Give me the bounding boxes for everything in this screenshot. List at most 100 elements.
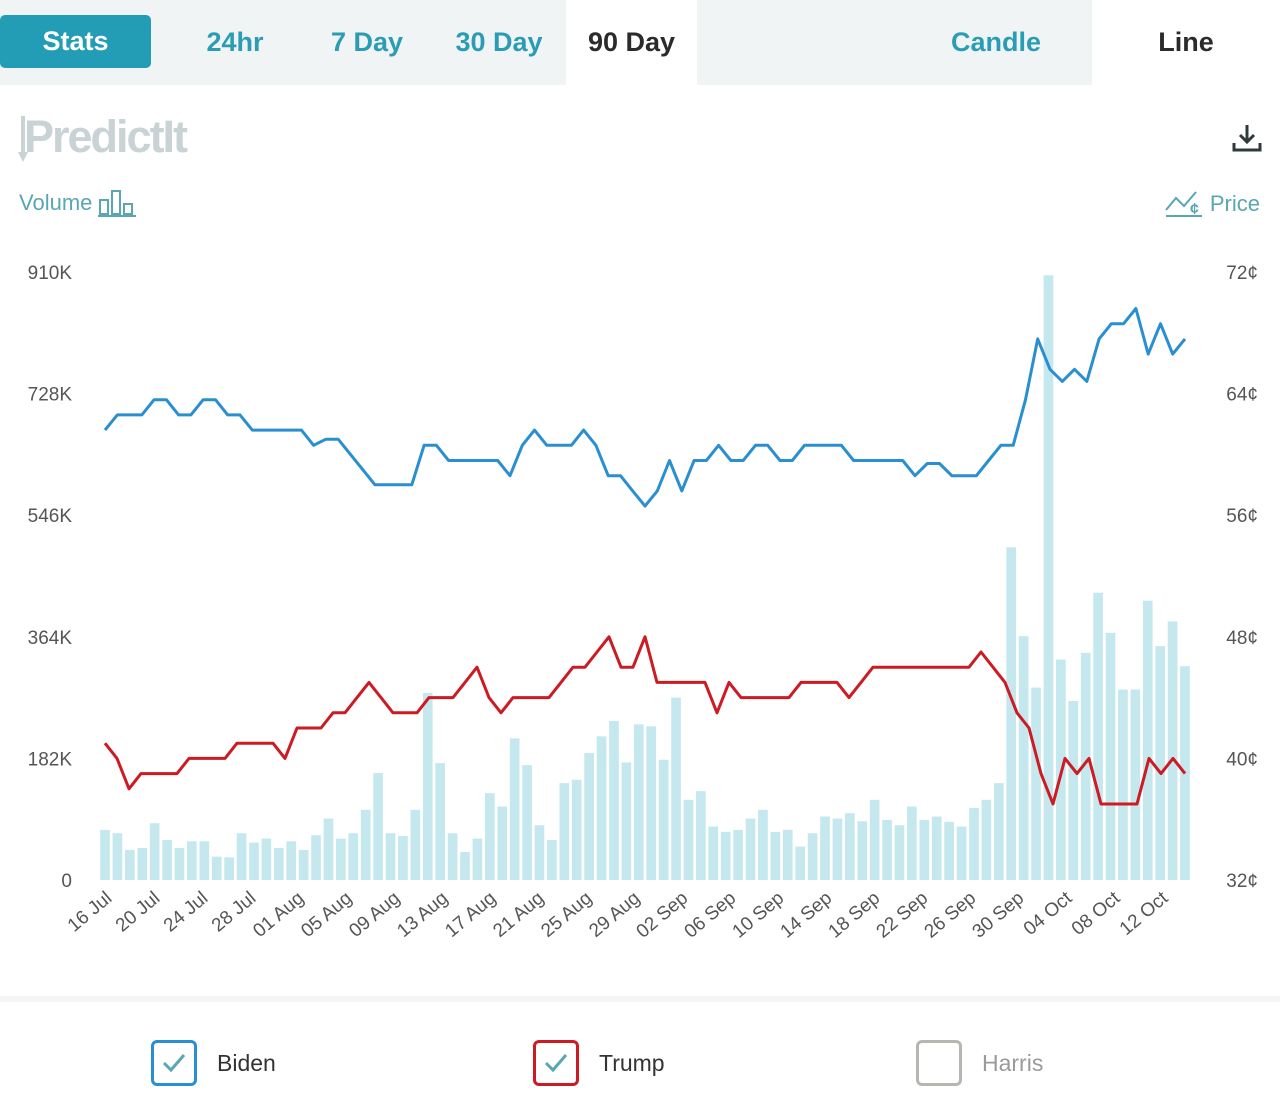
volume-bar	[844, 813, 855, 880]
legend-label-biden: Biden	[217, 1049, 276, 1076]
volume-bar	[1155, 646, 1166, 880]
harris-checkbox[interactable]	[916, 1040, 962, 1086]
volume-bar	[696, 791, 706, 880]
download-icon[interactable]	[1230, 122, 1264, 154]
volume-bar	[187, 841, 197, 880]
volume-bar	[534, 825, 545, 880]
volume-bar	[882, 819, 892, 880]
right-tick-label: 64¢	[1226, 385, 1258, 406]
x-tick-label: 13 Aug	[393, 888, 452, 942]
svg-text:¢: ¢	[1190, 201, 1199, 218]
tab-24hr[interactable]: 24hr	[206, 27, 264, 57]
right-axis-ticks: 32¢ 40¢ 48¢ 56¢ 64¢ 72¢	[1226, 263, 1258, 892]
tab-candle[interactable]: Candle	[950, 27, 1042, 57]
volume-bar	[683, 799, 694, 880]
volume-bar	[447, 833, 458, 880]
volume-bar	[1068, 700, 1079, 880]
left-tick-label: 182K	[28, 749, 73, 770]
tab-line[interactable]: Line	[1092, 0, 1280, 85]
x-tick-label: 22 Sep	[873, 888, 933, 943]
volume-bar	[1031, 687, 1041, 880]
volume-bar	[311, 835, 321, 880]
volume-bar	[907, 806, 917, 880]
left-tick-label: 546K	[28, 506, 73, 527]
trump-checkbox[interactable]	[533, 1040, 579, 1086]
volume-bar	[422, 692, 433, 880]
biden-checkbox[interactable]	[151, 1040, 197, 1086]
volume-bar	[323, 818, 334, 880]
volume-bar	[435, 763, 446, 880]
volume-bar	[1167, 621, 1178, 880]
volume-bar	[385, 833, 396, 880]
volume-bar	[981, 799, 992, 880]
left-tick-label: 0	[61, 871, 72, 892]
x-tick-label: 06 Sep	[681, 888, 741, 943]
volume-bar	[398, 835, 408, 880]
volume-bar	[584, 753, 594, 880]
x-tick-label: 29 Aug	[585, 888, 644, 942]
volume-bar	[832, 818, 843, 880]
tab-7-day[interactable]: 7 Day	[330, 27, 404, 57]
volume-bar	[720, 831, 731, 880]
volume-bar	[199, 841, 210, 880]
volume-bar	[472, 838, 483, 880]
legend-trump[interactable]: Trump	[533, 1040, 665, 1086]
series-line-biden	[103, 307, 1187, 508]
volume-bar	[931, 816, 942, 880]
volume-bar	[273, 847, 284, 880]
volume-bar	[547, 839, 557, 880]
volume-bar	[733, 829, 743, 880]
x-tick-label: 04 Oct	[1020, 887, 1077, 940]
volume-bar	[410, 809, 421, 880]
volume-bar	[807, 833, 818, 880]
volume-bar	[919, 819, 930, 880]
volume-bar	[758, 809, 768, 880]
volume-bar	[1080, 652, 1091, 880]
volume-bar	[969, 807, 979, 880]
volume-bar	[336, 838, 346, 880]
volume-bar	[174, 847, 185, 880]
volume-bar	[820, 816, 830, 880]
legend-biden[interactable]: Biden	[151, 1040, 276, 1086]
volume-bar	[100, 829, 110, 880]
x-tick-label: 25 Aug	[537, 888, 596, 942]
volume-bar	[671, 697, 681, 880]
volume-bar	[497, 806, 508, 880]
volume-bar	[944, 821, 954, 880]
left-axis-ticks: 0 182K 364K 546K 728K 910K	[28, 263, 73, 892]
stats-button[interactable]: Stats	[0, 15, 151, 68]
volume-bar	[484, 793, 495, 880]
volume-bar	[609, 720, 619, 880]
x-tick-label: 01 Aug	[249, 888, 308, 942]
volume-bar	[770, 831, 781, 880]
left-tick-label: 364K	[28, 628, 73, 649]
volume-bar	[857, 821, 868, 880]
x-tick-label: 12 Oct	[1116, 887, 1173, 940]
volume-bar	[646, 726, 657, 880]
check-icon	[162, 1054, 186, 1073]
volume-bar	[1043, 275, 1054, 880]
volume-bar	[894, 825, 905, 880]
volume-bar	[224, 857, 234, 880]
volume-bar	[137, 847, 148, 880]
series-line-trump	[103, 635, 1187, 806]
x-tick-label: 17 Aug	[441, 888, 500, 942]
volume-bar	[782, 829, 793, 880]
x-tick-label: 02 Sep	[633, 888, 693, 943]
legend-harris[interactable]: Harris	[916, 1040, 1043, 1086]
right-tick-label: 48¢	[1226, 628, 1258, 649]
legend-label-harris: Harris	[982, 1049, 1044, 1076]
volume-bar	[1018, 636, 1029, 880]
volume-bar	[956, 826, 967, 880]
tab-30-day[interactable]: 30 Day	[455, 27, 543, 57]
x-tick-label: 09 Aug	[345, 888, 404, 942]
tab-bar: Stats 24hr 7 Day 30 Day 90 Day Candle Li…	[0, 0, 1280, 85]
volume-bar	[261, 838, 272, 880]
volume-bar	[621, 762, 632, 880]
volume-bar	[373, 773, 383, 880]
tab-90-day[interactable]: 90 Day	[566, 0, 697, 85]
x-tick-label: 21 Aug	[489, 888, 548, 942]
x-tick-label: 16 Jul	[64, 888, 116, 937]
volume-bar	[460, 851, 470, 880]
